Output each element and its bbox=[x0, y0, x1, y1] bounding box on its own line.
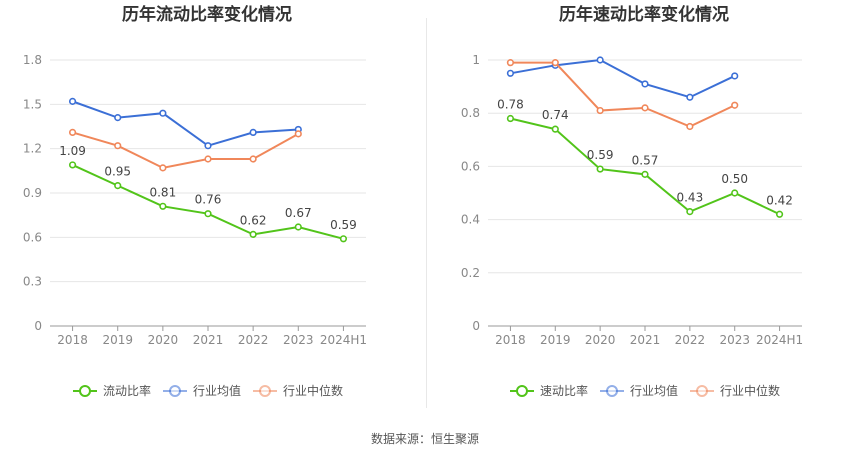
data-label: 0.81 bbox=[149, 185, 176, 199]
series-line bbox=[72, 100, 299, 147]
data-point bbox=[641, 80, 649, 88]
data-label: 0.57 bbox=[632, 153, 659, 167]
x-tick-label: 2023 bbox=[719, 333, 750, 347]
legend-marker bbox=[259, 385, 271, 397]
data-point bbox=[506, 114, 515, 123]
data-point bbox=[551, 125, 559, 133]
legend-label: 流动比率 bbox=[103, 383, 151, 398]
data-point bbox=[506, 59, 515, 67]
series-line bbox=[510, 61, 736, 128]
data-label: 0.95 bbox=[104, 165, 131, 179]
data-point bbox=[731, 72, 739, 80]
data-label: 0.76 bbox=[195, 193, 222, 207]
legend-label: 行业中位数 bbox=[283, 383, 343, 398]
x-tick-label: 2020 bbox=[585, 333, 616, 347]
x-tick-label: 2018 bbox=[495, 333, 526, 347]
data-point bbox=[641, 170, 649, 178]
data-point bbox=[204, 142, 212, 150]
data-label: 0.59 bbox=[587, 148, 614, 162]
data-point bbox=[249, 155, 257, 163]
data-point bbox=[339, 235, 348, 243]
x-tick-label: 2024H1 bbox=[756, 333, 803, 347]
legend-marker bbox=[606, 385, 618, 397]
y-tick-label: 1.5 bbox=[23, 97, 42, 111]
chart-divider bbox=[426, 18, 427, 408]
data-point bbox=[551, 59, 559, 67]
data-label: 0.78 bbox=[497, 98, 524, 112]
data-label: 0.50 bbox=[721, 172, 748, 186]
data-point bbox=[731, 101, 739, 109]
data-point bbox=[686, 122, 694, 131]
data-label: 0.67 bbox=[285, 206, 312, 220]
y-tick-label: 1 bbox=[472, 53, 480, 67]
data-label: 1.09 bbox=[59, 144, 86, 158]
quick-ratio-chart: 历年速动比率变化情况 0 0.2 0.4 0.6 0.8 1 2018 2019 2020 2021… bbox=[461, 4, 803, 398]
x-tick-label: 2024H1 bbox=[320, 333, 367, 347]
y-tick-label: 0 bbox=[472, 319, 480, 333]
data-point bbox=[249, 128, 257, 137]
data-point bbox=[68, 161, 77, 169]
y-tick-label: 0.4 bbox=[461, 213, 480, 227]
chart-title: 历年流动比率变化情况 bbox=[122, 4, 292, 25]
legend-marker bbox=[169, 385, 181, 397]
data-point bbox=[159, 202, 167, 210]
data-label: 0.43 bbox=[676, 191, 703, 205]
data-point bbox=[159, 109, 167, 117]
data-point bbox=[204, 155, 212, 163]
legend-marker bbox=[516, 385, 528, 397]
data-point bbox=[114, 114, 122, 122]
data-point bbox=[249, 230, 257, 238]
legend-label: 速动比率 bbox=[540, 383, 588, 398]
data-source: 数据来源：恒生聚源 bbox=[370, 432, 479, 446]
data-point bbox=[114, 182, 122, 190]
x-tick-label: 2022 bbox=[238, 333, 269, 347]
data-label: 0.74 bbox=[542, 108, 569, 122]
data-point bbox=[641, 104, 649, 112]
legend-label: 行业均值 bbox=[193, 383, 241, 398]
y-tick-label: 0.6 bbox=[23, 230, 42, 244]
x-tick-label: 2022 bbox=[675, 333, 706, 347]
current-ratio-chart: 历年流动比率变化情况 0 0.3 0.6 0.9 1.2 1.5 1.8 2018 2019 202… bbox=[23, 4, 367, 398]
data-point bbox=[204, 210, 212, 218]
series-line bbox=[72, 131, 299, 169]
data-point bbox=[596, 106, 604, 115]
data-point bbox=[68, 97, 77, 105]
data-point bbox=[731, 189, 739, 197]
data-point bbox=[68, 128, 77, 137]
legend-marker bbox=[696, 385, 708, 397]
data-point bbox=[775, 210, 784, 218]
data-point bbox=[506, 69, 515, 77]
y-tick-label: 0.2 bbox=[461, 266, 480, 280]
x-tick-label: 2019 bbox=[102, 333, 133, 347]
y-tick-label: 0.9 bbox=[23, 186, 42, 200]
data-point bbox=[686, 93, 694, 101]
legend-marker bbox=[79, 385, 91, 397]
data-point bbox=[294, 223, 302, 231]
y-tick-label: 1.2 bbox=[23, 142, 42, 156]
data-point bbox=[114, 142, 122, 150]
data-label: 0.62 bbox=[240, 213, 267, 227]
x-tick-label: 2018 bbox=[57, 333, 88, 347]
chart-title: 历年速动比率变化情况 bbox=[559, 4, 729, 25]
legend-label: 行业均值 bbox=[630, 383, 678, 398]
x-tick-label: 2023 bbox=[283, 333, 314, 347]
y-tick-label: 1.8 bbox=[23, 53, 42, 67]
data-point bbox=[596, 56, 604, 64]
y-tick-label: 0.6 bbox=[461, 159, 480, 173]
x-tick-label: 2021 bbox=[193, 333, 224, 347]
y-tick-label: 0.8 bbox=[461, 106, 480, 120]
series-line bbox=[510, 58, 736, 99]
data-point bbox=[686, 208, 694, 216]
y-tick-label: 0.3 bbox=[23, 275, 42, 289]
data-point bbox=[596, 165, 604, 173]
y-tick-label: 0 bbox=[34, 319, 42, 333]
data-point bbox=[159, 164, 167, 172]
data-label: 0.42 bbox=[766, 193, 793, 207]
data-label: 0.59 bbox=[330, 218, 357, 232]
x-tick-label: 2021 bbox=[630, 333, 661, 347]
data-point bbox=[294, 130, 302, 138]
legend-label: 行业中位数 bbox=[720, 383, 780, 398]
x-tick-label: 2019 bbox=[540, 333, 571, 347]
x-tick-label: 2020 bbox=[148, 333, 179, 347]
